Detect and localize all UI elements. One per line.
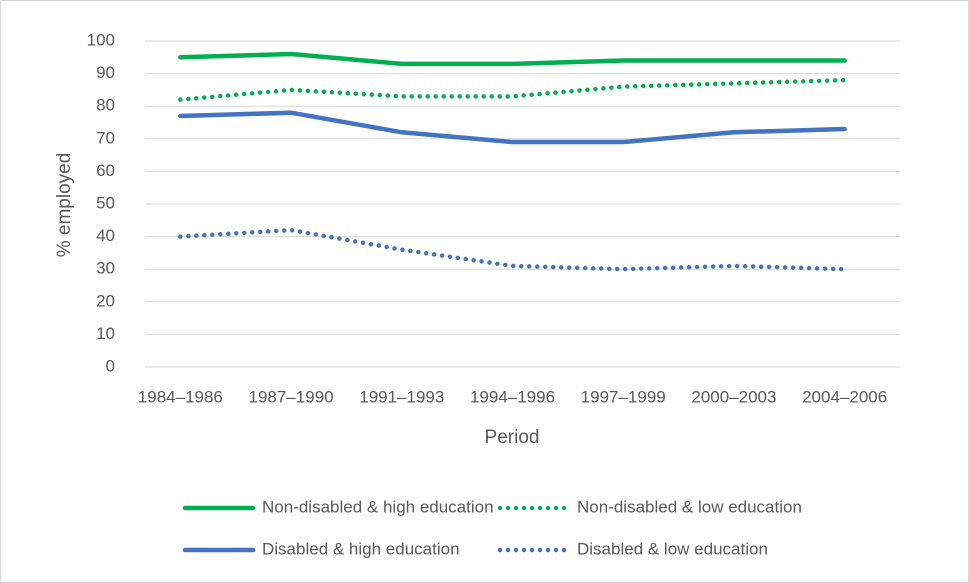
y-tick-label: 50 [96, 193, 115, 212]
x-tick-label: 2000–2003 [691, 387, 776, 406]
x-tick-label: 1991–1993 [359, 387, 444, 406]
legend-label: Disabled & low education [577, 539, 768, 558]
series-line [178, 110, 847, 145]
legend-label: Non-disabled & low education [577, 497, 802, 516]
x-tick-label: 1994–1996 [470, 387, 555, 406]
y-tick-label: 100 [87, 30, 115, 49]
y-tick-label: 0 [106, 356, 115, 375]
y-tick-label: 10 [96, 324, 115, 343]
series-line [178, 227, 847, 272]
x-tick-label: 2004–2006 [802, 387, 887, 406]
y-tick-label: 30 [96, 259, 115, 278]
y-tick-label: 40 [96, 226, 115, 245]
y-tick-label: 20 [96, 291, 115, 310]
x-axis-title: Period [485, 427, 540, 448]
y-tick-label: 60 [96, 161, 115, 180]
y-tick-label: 90 [96, 63, 115, 82]
legend-label: Non-disabled & high education [262, 497, 494, 516]
x-tick-label: 1997–1999 [581, 387, 666, 406]
legend-label: Disabled & high education [262, 539, 460, 558]
y-tick-label: 70 [96, 128, 115, 147]
y-tick-label: 80 [96, 96, 115, 115]
series-line [178, 77, 847, 102]
x-tick-label: 1984–1986 [138, 387, 223, 406]
y-axis-title: % employed [54, 153, 75, 258]
x-tick-label: 1987–1990 [249, 387, 334, 406]
series-line [178, 51, 847, 67]
